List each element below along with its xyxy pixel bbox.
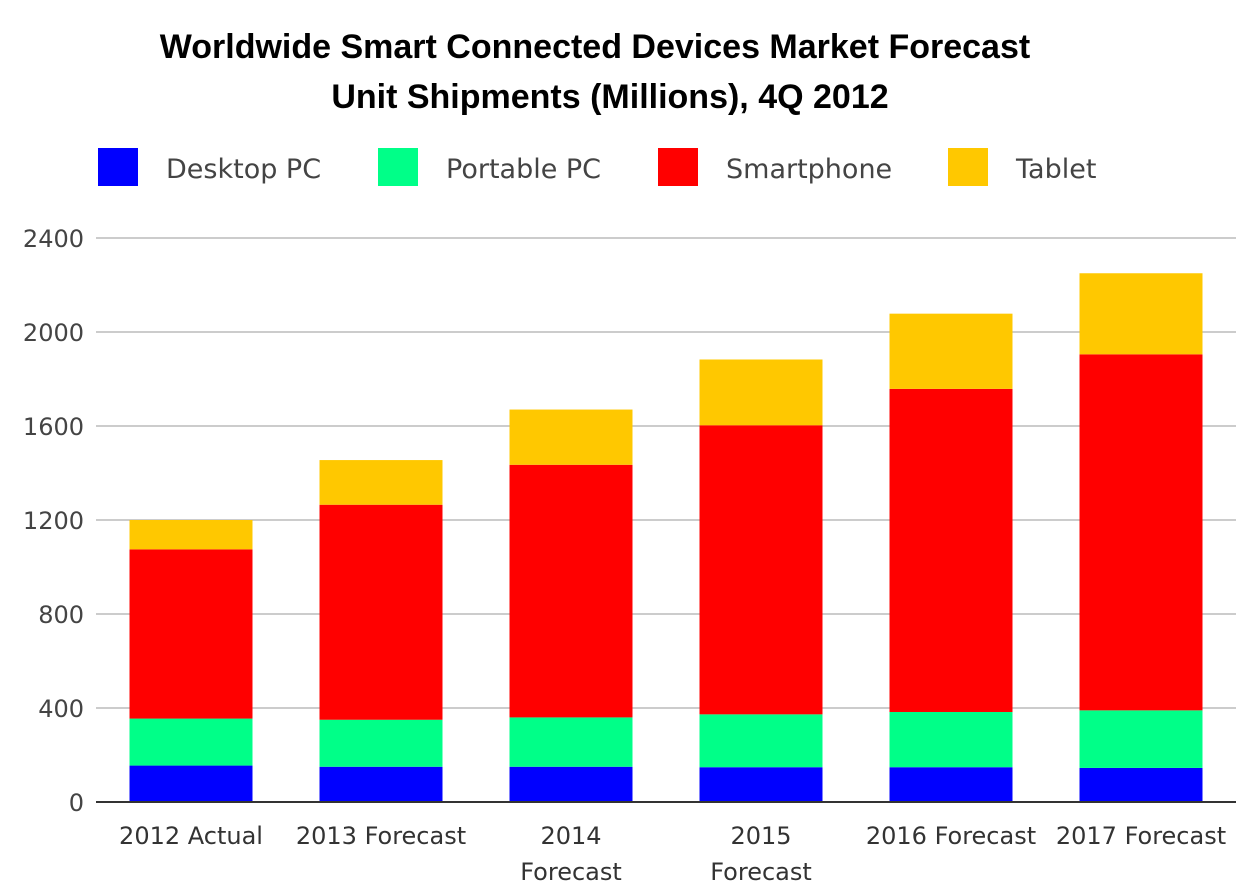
x-tick-label: 2013 Forecast [296, 822, 466, 850]
bar-smartphone [889, 388, 1013, 712]
chart-title: Worldwide Smart Connected Devices Market… [160, 28, 1030, 66]
bar-portable-pc [1079, 710, 1203, 768]
bar-desktop-pc [889, 767, 1013, 802]
bar-desktop-pc [699, 767, 823, 802]
bar-portable-pc [129, 718, 253, 766]
x-tick-label: 2014 [540, 822, 601, 850]
y-tick-label: 2400 [23, 225, 84, 253]
legend-swatch [658, 148, 698, 186]
bar-tablet [129, 520, 253, 550]
gridlines [96, 237, 1236, 709]
x-tick-label: 2017 Forecast [1056, 822, 1226, 850]
legend-swatch [948, 148, 988, 186]
legend-label: Desktop PC [166, 154, 321, 185]
bar-tablet [1079, 273, 1203, 355]
bar-smartphone [699, 425, 823, 715]
y-tick-label: 0 [69, 789, 84, 817]
bar-smartphone [319, 504, 443, 720]
bar-portable-pc [889, 711, 1013, 768]
bar-tablet [699, 359, 823, 426]
bar-portable-pc [319, 719, 443, 767]
y-tick-label: 800 [38, 601, 84, 629]
bar-desktop-pc [129, 765, 253, 802]
legend-label: Portable PC [446, 154, 601, 185]
x-tick-label: 2012 Actual [119, 822, 263, 850]
x-tick-label: Forecast [710, 858, 812, 886]
y-axis: 0 400 800 1200 1600 2000 2400 [23, 225, 84, 817]
y-tick-label: 2000 [23, 319, 84, 347]
bar-portable-pc [509, 717, 633, 767]
bar-tablet [509, 409, 633, 465]
bar-smartphone [129, 549, 253, 719]
chart-subtitle: Unit Shipments (Millions), 4Q 2012 [331, 78, 888, 116]
bar-smartphone [509, 464, 633, 718]
x-axis: 2012 Actual 2013 Forecast 2014 Forecast 2015… [96, 801, 1236, 886]
y-tick-label: 1200 [23, 507, 84, 535]
y-tick-label: 400 [38, 695, 84, 723]
legend-swatch [98, 148, 138, 186]
bar-portable-pc [699, 714, 823, 768]
bar-desktop-pc [1079, 767, 1203, 802]
bar-tablet [319, 460, 443, 505]
legend-label: Tablet [1015, 154, 1096, 185]
bar-desktop-pc [509, 766, 633, 802]
legend-swatch [378, 148, 418, 186]
y-tick-label: 1600 [23, 413, 84, 441]
bar-tablet [889, 313, 1013, 389]
x-tick-label: 2015 [730, 822, 791, 850]
x-tick-label: 2016 Forecast [866, 822, 1036, 850]
legend-label: Smartphone [726, 154, 892, 185]
legend: Desktop PC Portable PC Smartphone Tablet [98, 148, 1096, 186]
bar-smartphone [1079, 354, 1203, 711]
x-tick-label: Forecast [520, 858, 622, 886]
bars [129, 273, 1203, 802]
bar-desktop-pc [319, 766, 443, 802]
